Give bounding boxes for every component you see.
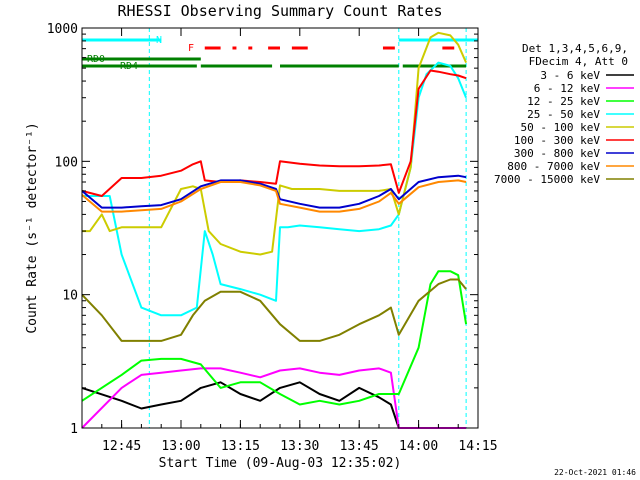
series-line-300-800-kev — [81, 174, 467, 209]
legend-label-300-800-kev: 300 - 800 keV — [514, 147, 600, 160]
series-line-12-25-kev — [81, 270, 468, 406]
flag-label-n: N — [156, 35, 162, 46]
legend-label-12-25-kev: 12 - 25 keV — [527, 95, 600, 108]
y-axis-label: Count Rate (s⁻¹ detector⁻¹) — [25, 122, 40, 333]
series-line-50-100-kev — [82, 31, 468, 256]
x-axis: 12:45 13:00 13:15 13:30 13:45 14:00 14:15 — [81, 28, 498, 454]
series-line-6-12-kev — [81, 367, 467, 429]
series-line-25-50-kev — [82, 61, 468, 317]
x-tick-label: 12:45 — [102, 439, 141, 454]
flag-label-rd4: RD4 — [120, 61, 138, 72]
legend-header-line: FDecim 4, Att 0 — [529, 55, 628, 68]
legend-header-line: Det 1,3,4,5,6,9, — [522, 42, 628, 55]
x-axis-label: Start Time (09-Aug-03 12:35:02) — [159, 456, 402, 471]
series-line-100-300-kev — [81, 69, 467, 197]
x-tick-label: 14:00 — [399, 439, 438, 454]
y-tick-label: 1 — [70, 422, 78, 437]
legend-label-800-7000-kev: 800 - 7000 keV — [507, 160, 600, 173]
flag-label-rd0: RD0 — [87, 54, 105, 65]
plot-area: N F RD0 RD4 — [81, 28, 478, 429]
y-axis: 1 10 100 1000 — [47, 22, 478, 437]
y-tick-label: 100 — [55, 155, 78, 170]
series-line-3-6-kev — [81, 381, 467, 429]
x-tick-label: 13:30 — [280, 439, 319, 454]
legend-label-6-12-kev: 6 - 12 keV — [534, 82, 601, 95]
x-tick-label: 13:15 — [221, 439, 260, 454]
x-tick-label: 13:45 — [340, 439, 379, 454]
flag-label-f: F — [188, 43, 194, 54]
chart-title: RHESSI Observing Summary Count Rates — [117, 2, 442, 20]
legend: Det 1,3,4,5,6,9,FDecim 4, Att 03 - 6 keV… — [494, 42, 634, 186]
footer-date: 22-Oct-2021 01:46 — [554, 468, 636, 477]
x-tick-label: 13:00 — [161, 439, 200, 454]
series-line-800-7000-kev — [81, 179, 467, 213]
legend-label-25-50-kev: 25 - 50 keV — [527, 108, 600, 121]
x-tick-label: 14:15 — [458, 439, 497, 454]
legend-label-100-300-kev: 100 - 300 keV — [514, 134, 600, 147]
legend-label-3-6-kev: 3 - 6 keV — [540, 69, 600, 82]
y-tick-label: 10 — [62, 289, 78, 304]
y-tick-label: 1000 — [47, 22, 78, 37]
series-line-7000-15000-kev — [81, 278, 467, 342]
legend-label-7000-15000-kev: 7000 - 15000 keV — [494, 173, 600, 186]
legend-label-50-100-kev: 50 - 100 keV — [521, 121, 601, 134]
